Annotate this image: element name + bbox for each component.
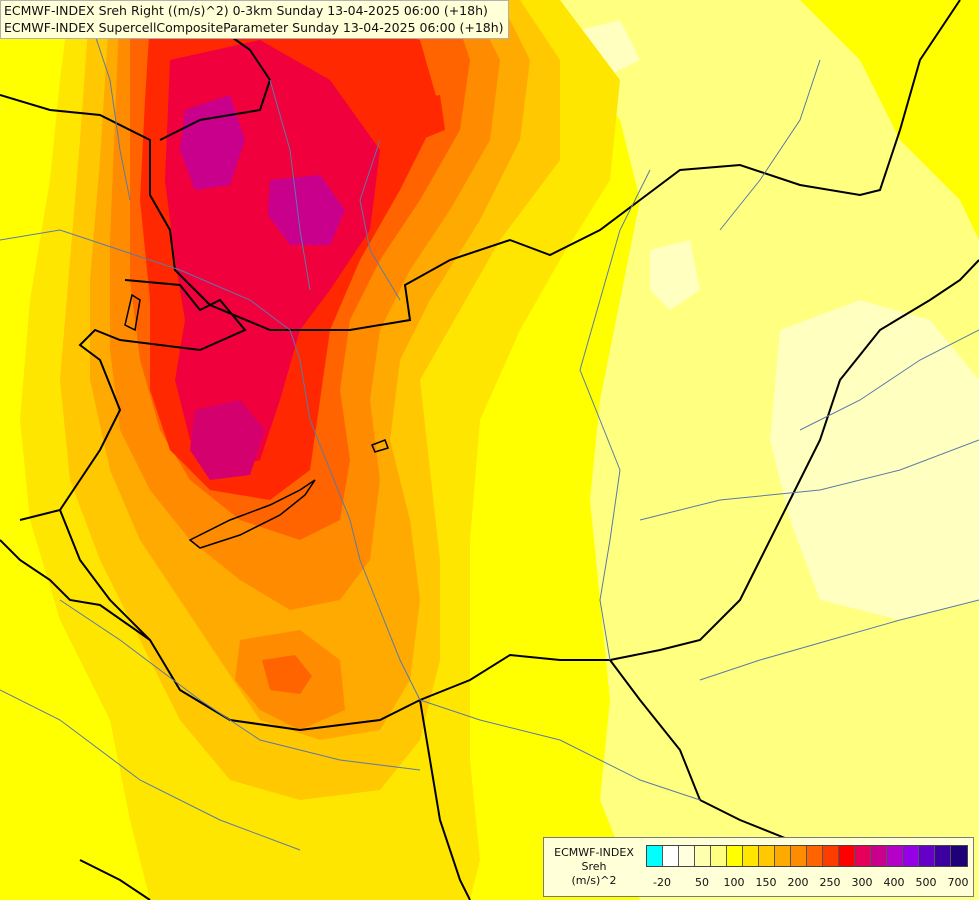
pale-spot-central bbox=[650, 240, 700, 310]
legend-tick-labels: -20 50 100 150 200 250 300 400 500 700 bbox=[646, 876, 968, 890]
legend-swatch bbox=[743, 846, 759, 866]
river-somes bbox=[799, 329, 979, 431]
river-koros bbox=[639, 439, 979, 521]
magenta-core-central bbox=[268, 175, 345, 245]
border-southwest bbox=[0, 539, 151, 641]
river-tisza bbox=[579, 169, 651, 661]
legend-variable: Sreh bbox=[581, 860, 607, 873]
legend-color-scale bbox=[646, 845, 968, 867]
legend-swatch bbox=[855, 846, 871, 866]
lake-velence bbox=[371, 439, 389, 453]
river-hron bbox=[359, 139, 401, 301]
river-mures bbox=[699, 599, 979, 681]
legend-swatch bbox=[695, 846, 711, 866]
river-danube-south bbox=[419, 699, 701, 801]
river-danube bbox=[0, 229, 421, 701]
legend-unit: (m/s)^2 bbox=[571, 874, 617, 887]
border-czech-austria bbox=[159, 0, 272, 141]
orange-red-south-blob bbox=[262, 655, 312, 694]
red-spot-north bbox=[410, 95, 445, 140]
border-austria-hungary bbox=[19, 279, 247, 521]
legend-swatch bbox=[919, 846, 935, 866]
legend-swatch bbox=[663, 846, 679, 866]
legend-source: ECMWF-INDEX bbox=[554, 846, 634, 859]
legend-swatch bbox=[679, 846, 695, 866]
magenta-core-south bbox=[190, 400, 265, 480]
map-title-secondary: ECMWF-INDEX SupercellCompositeParameter … bbox=[4, 20, 504, 35]
legend-swatch bbox=[871, 846, 887, 866]
legend-tick-label: 250 bbox=[819, 876, 841, 889]
legend-swatch bbox=[775, 846, 791, 866]
lake-neusiedl bbox=[124, 293, 141, 332]
legend-swatch bbox=[903, 846, 919, 866]
pale-field-east bbox=[770, 300, 979, 620]
legend-tick-label: 700 bbox=[947, 876, 969, 889]
color-legend: ECMWF-INDEX Sreh (m/s)^2 -20 50 100 150 200 2… bbox=[543, 837, 974, 897]
legend-swatch bbox=[839, 846, 855, 866]
border-slovakia-north bbox=[0, 0, 961, 331]
legend-swatch bbox=[791, 846, 807, 866]
legend-tick-label: 500 bbox=[915, 876, 937, 889]
river-drava bbox=[59, 599, 421, 771]
border-croatia-bosnia bbox=[419, 699, 471, 900]
legend-titles: ECMWF-INDEX Sreh (m/s)^2 bbox=[548, 846, 640, 888]
lakes bbox=[124, 293, 389, 549]
legend-swatch bbox=[823, 846, 839, 866]
river-northeast bbox=[719, 59, 821, 231]
legend-swatch bbox=[647, 846, 663, 866]
legend-tick-label: 50 bbox=[695, 876, 709, 889]
legend-tick-label: 300 bbox=[851, 876, 873, 889]
border-southwest-lower bbox=[79, 859, 151, 900]
legend-swatch bbox=[935, 846, 951, 866]
river-sava bbox=[0, 689, 301, 851]
legend-swatch bbox=[711, 846, 727, 866]
legend-swatch bbox=[727, 846, 743, 866]
legend-tick-label: 150 bbox=[755, 876, 777, 889]
map-title-box: ECMWF-INDEX Sreh Right ((m/s)^2) 0-3km S… bbox=[0, 0, 509, 39]
legend-tick-label: -20 bbox=[653, 876, 671, 889]
river-morava bbox=[89, 19, 131, 201]
pale-field-northeast bbox=[560, 0, 979, 900]
legend-swatch bbox=[759, 846, 775, 866]
rivers bbox=[0, 19, 979, 851]
legend-swatch bbox=[951, 846, 967, 866]
border-hungary-romania bbox=[609, 259, 979, 661]
map-title-primary: ECMWF-INDEX Sreh Right ((m/s)^2) 0-3km S… bbox=[4, 3, 488, 18]
legend-swatch bbox=[807, 846, 823, 866]
river-vah bbox=[269, 79, 311, 291]
legend-tick-label: 400 bbox=[883, 876, 905, 889]
lake-balaton bbox=[188, 479, 316, 549]
border-hungary-croatia-serbia bbox=[59, 509, 701, 801]
legend-tick-label: 100 bbox=[723, 876, 745, 889]
legend-swatch bbox=[887, 846, 903, 866]
legend-tick-label: 200 bbox=[787, 876, 809, 889]
magenta-core-north bbox=[180, 95, 245, 190]
